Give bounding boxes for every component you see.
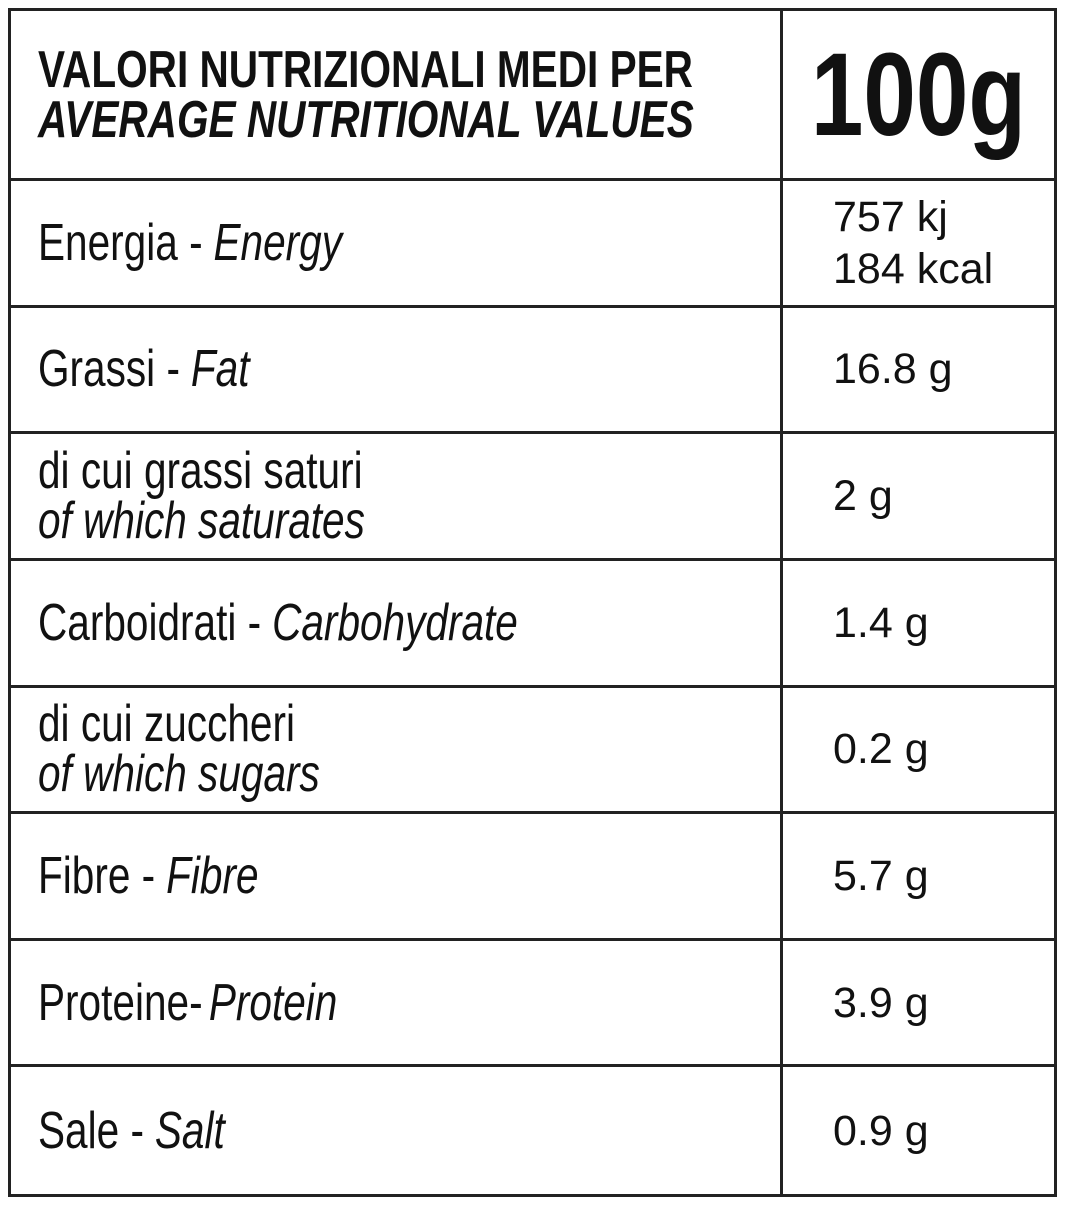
value: 1.4 g xyxy=(833,598,929,647)
value-cell: 0.2 g xyxy=(780,687,1054,812)
amount: 100g xyxy=(810,28,1027,161)
label-it: Sale - xyxy=(38,1101,144,1160)
label-it: di cui zuccheri xyxy=(38,695,295,754)
value: 0.9 g xyxy=(833,1106,929,1155)
label-line: Energia - Energy xyxy=(38,217,615,269)
label-en: Carbohydrate xyxy=(272,593,518,652)
label-line: Proteine- Protein xyxy=(38,977,615,1029)
row: Energia - Energy 757 kj 184 kcal xyxy=(11,181,1054,308)
label-line: Sale - Salt xyxy=(38,1105,615,1157)
row: Sale - Salt 0.9 g xyxy=(11,1067,1054,1194)
value-cell: 16.8 g xyxy=(780,307,1054,432)
value: 3.9 g xyxy=(833,978,929,1027)
label-cell: Sale - Salt xyxy=(38,1067,778,1194)
label-cell: Grassi - Fat xyxy=(38,308,778,432)
label-it: Proteine- xyxy=(38,973,203,1032)
value-cell: 2 g xyxy=(780,434,1054,558)
row: Proteine- Protein 3.9 g xyxy=(11,940,1054,1068)
value-cell: 3.9 g xyxy=(780,940,1054,1065)
label-en: Energy xyxy=(213,213,343,272)
value-cell: 0.9 g xyxy=(780,1067,1054,1194)
value: 184 kcal xyxy=(833,244,994,293)
value: 5.7 g xyxy=(833,851,929,900)
row: Grassi - Fat 16.8 g xyxy=(11,307,1054,435)
label-it: Carboidrati - xyxy=(38,593,262,652)
label-line: Fibre - Fibre xyxy=(38,850,615,902)
subtitle: AVERAGE NUTRITIONAL VALUES xyxy=(38,90,694,149)
title: VALORI NUTRIZIONALI MEDI PER xyxy=(38,40,693,99)
row: Carboidrati - Carbohydrate 1.4 g xyxy=(11,560,1054,688)
value-cell: 5.7 g xyxy=(780,814,1054,938)
label-en: of which saturates xyxy=(38,492,365,551)
row: Fibre - Fibre 5.7 g xyxy=(11,814,1054,941)
value: 757 kj xyxy=(833,192,948,241)
header-label: VALORI NUTRIZIONALI MEDI PER AVERAGE NUT… xyxy=(38,11,778,178)
label-en: of which sugars xyxy=(38,745,320,804)
row: di cui grassi saturi of which saturates 2 … xyxy=(11,434,1054,561)
label-line: Carboidrati - Carbohydrate xyxy=(38,597,615,649)
label-cell: di cui zuccheri of which sugars xyxy=(38,688,778,812)
label-en: Fat xyxy=(190,340,250,399)
value: 0.2 g xyxy=(833,725,929,774)
header-row: VALORI NUTRIZIONALI MEDI PER AVERAGE NUT… xyxy=(11,11,1054,181)
label-it: Fibre - xyxy=(38,846,156,905)
value: 2 g xyxy=(833,472,893,521)
label-en: Protein xyxy=(208,973,338,1032)
label-it: di cui grassi saturi xyxy=(38,442,363,501)
label-it: Grassi - xyxy=(38,340,180,399)
label-it: Energia - xyxy=(38,213,203,272)
label-cell: Proteine- Protein xyxy=(38,941,778,1065)
nutrition-table: VALORI NUTRIZIONALI MEDI PER AVERAGE NUT… xyxy=(8,8,1057,1197)
label-cell: Carboidrati - Carbohydrate xyxy=(38,561,778,685)
header-amount-cell: 100g xyxy=(780,11,1054,178)
value-cell: 757 kj 184 kcal xyxy=(780,181,1054,305)
label-cell: di cui grassi saturi of which saturates xyxy=(38,434,778,558)
row: di cui zuccheri of which sugars 0.2 g xyxy=(11,687,1054,815)
label-en: Fibre xyxy=(166,846,259,905)
value-cell: 1.4 g xyxy=(780,560,1054,685)
label-cell: Fibre - Fibre xyxy=(38,814,778,938)
label-cell: Energia - Energy xyxy=(38,181,778,305)
label-en: Salt xyxy=(154,1101,225,1160)
value: 16.8 g xyxy=(833,345,953,394)
label-line: Grassi - Fat xyxy=(38,343,615,395)
